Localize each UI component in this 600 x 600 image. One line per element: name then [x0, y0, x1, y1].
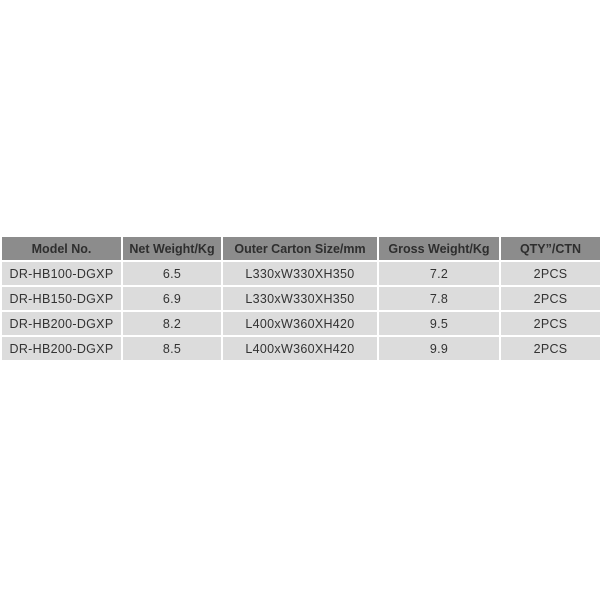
header-row: Model No. Net Weight/Kg Outer Carton Siz…: [0, 235, 600, 262]
header-gross-weight: Gross Weight/Kg: [377, 235, 501, 262]
cell-model: DR-HB150-DGXP: [0, 285, 123, 312]
cell-gross-weight: 7.8: [377, 285, 501, 312]
header-model-no: Model No.: [0, 235, 123, 262]
cell-carton-size: L400xW360XH420: [221, 310, 379, 337]
cell-model: DR-HB100-DGXP: [0, 260, 123, 287]
header-carton-size: Outer Carton Size/mm: [221, 235, 379, 262]
cell-qty: 2PCS: [499, 260, 600, 287]
cell-net-weight: 6.9: [121, 285, 223, 312]
cell-model: DR-HB200-DGXP: [0, 310, 123, 337]
cell-carton-size: L330xW330XH350: [221, 285, 379, 312]
cell-net-weight: 6.5: [121, 260, 223, 287]
packing-spec-table: Model No. Net Weight/Kg Outer Carton Siz…: [0, 235, 600, 362]
cell-net-weight: 8.2: [121, 310, 223, 337]
cell-qty: 2PCS: [499, 285, 600, 312]
table-row: DR-HB100-DGXP 6.5 L330xW330XH350 7.2 2PC…: [0, 260, 600, 287]
cell-qty: 2PCS: [499, 310, 600, 337]
header-qty-ctn: QTY”/CTN: [499, 235, 600, 262]
cell-gross-weight: 9.9: [377, 335, 501, 362]
cell-net-weight: 8.5: [121, 335, 223, 362]
table-row: DR-HB200-DGXP 8.2 L400xW360XH420 9.5 2PC…: [0, 310, 600, 337]
cell-carton-size: L400xW360XH420: [221, 335, 379, 362]
header-net-weight: Net Weight/Kg: [121, 235, 223, 262]
cell-gross-weight: 9.5: [377, 310, 501, 337]
table-row: DR-HB200-DGXP 8.5 L400xW360XH420 9.9 2PC…: [0, 335, 600, 362]
cell-carton-size: L330xW330XH350: [221, 260, 379, 287]
cell-qty: 2PCS: [499, 335, 600, 362]
cell-gross-weight: 7.2: [377, 260, 501, 287]
table-row: DR-HB150-DGXP 6.9 L330xW330XH350 7.8 2PC…: [0, 285, 600, 312]
cell-model: DR-HB200-DGXP: [0, 335, 123, 362]
